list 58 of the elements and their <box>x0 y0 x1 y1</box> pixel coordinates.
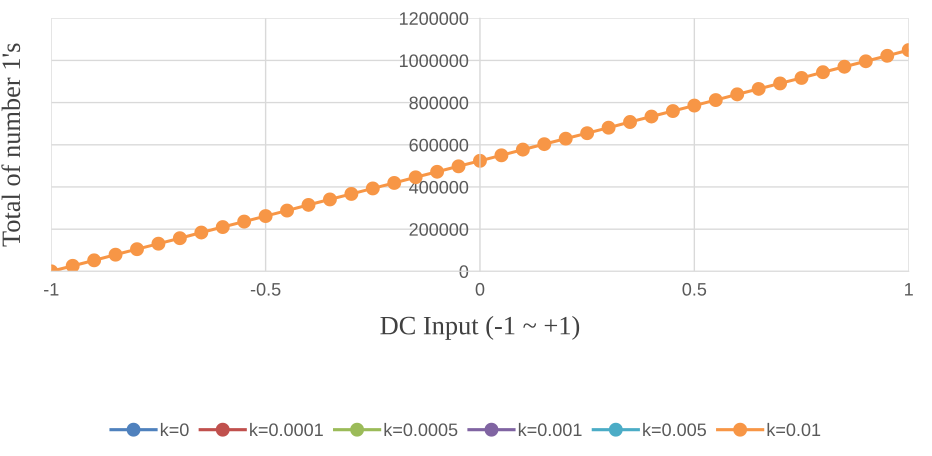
point <box>387 176 402 190</box>
y-tick-label: 400000 <box>409 180 468 194</box>
legend-label: k=0.0005 <box>384 422 458 436</box>
point <box>837 60 852 74</box>
point <box>87 253 102 268</box>
point <box>602 120 616 135</box>
legend-label: k=0.001 <box>518 422 582 436</box>
point <box>708 93 723 108</box>
x-tick-label: -0.5 <box>250 282 280 296</box>
point <box>108 248 123 262</box>
point <box>558 132 573 146</box>
point <box>666 104 680 118</box>
point <box>623 115 637 129</box>
point <box>66 258 80 272</box>
point <box>473 154 487 168</box>
point <box>644 110 658 124</box>
point <box>280 204 294 218</box>
point <box>366 181 380 196</box>
point <box>237 214 252 228</box>
y-tick-label: 200000 <box>410 223 468 236</box>
point <box>687 98 702 112</box>
point <box>258 209 273 224</box>
point <box>172 231 187 246</box>
point <box>344 186 358 201</box>
point <box>794 70 808 85</box>
legend-label: k=0.0001 <box>250 422 323 436</box>
point <box>430 164 444 179</box>
point <box>322 192 337 206</box>
point <box>730 87 744 102</box>
point <box>494 148 508 162</box>
x-tick-label: 1 <box>905 283 913 296</box>
point <box>302 198 316 212</box>
point <box>580 126 594 140</box>
y-tick-label: 800000 <box>409 96 468 110</box>
point <box>516 142 530 157</box>
point <box>194 226 208 240</box>
point <box>816 65 830 80</box>
y-axis-title: Total of number 1's <box>1 44 20 247</box>
point <box>773 76 788 90</box>
x-tick-label: 0.5 <box>682 282 706 296</box>
point <box>880 48 894 63</box>
x-tick-label: 0 <box>476 282 484 296</box>
point <box>130 242 144 256</box>
legend-label: k=0.01 <box>768 422 820 436</box>
y-tick-label: 1200000 <box>400 12 468 25</box>
point <box>752 82 766 96</box>
point <box>858 54 873 68</box>
y-tick-label: 0 <box>460 265 468 278</box>
y-tick-label: 600000 <box>410 138 468 152</box>
legend-label: k=0.005 <box>643 422 706 436</box>
point <box>537 137 552 152</box>
x-axis-title: DC Input (-1 ~ +1) <box>380 316 580 340</box>
y-tick-label: 1000000 <box>400 54 468 68</box>
legend-label: k=0 <box>160 422 189 436</box>
point <box>151 236 166 251</box>
point <box>452 159 466 174</box>
x-tick-label: -1 <box>44 283 58 296</box>
point <box>216 220 230 234</box>
